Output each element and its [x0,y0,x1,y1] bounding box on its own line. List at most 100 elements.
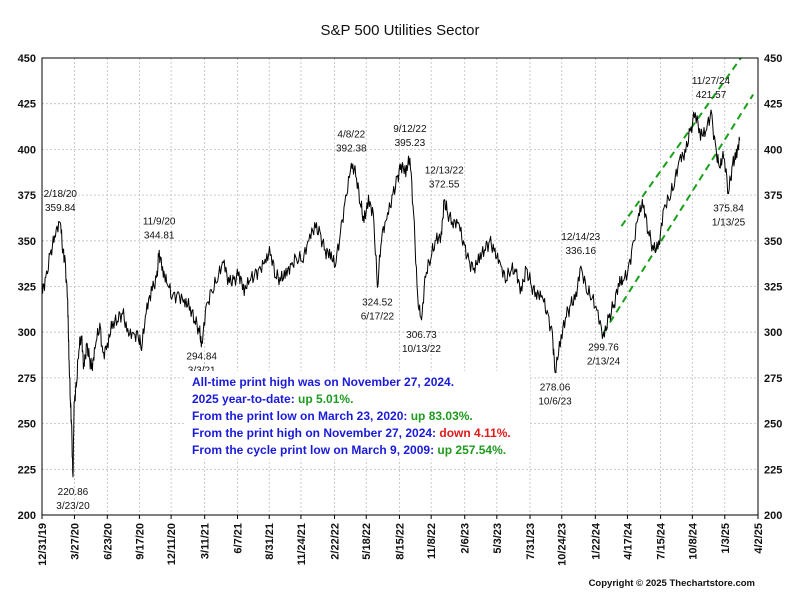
y-tick-label-left: 425 [18,99,36,111]
info-line-segment: up 5.01%. [298,392,353,406]
x-tick-label: 11/8/22 [426,523,438,559]
y-tick-label-left: 225 [18,464,36,476]
x-tick-label: 8/15/22 [394,523,406,560]
info-line: 2025 year-to-date: up 5.01%. [192,392,353,406]
y-tick-label-left: 325 [18,282,36,294]
annotation-date: 12/14/23 [561,232,600,243]
x-tick-label: 6/23/20 [102,523,114,560]
annotation-date: 2/18/20 [44,189,78,200]
info-box-background [186,371,530,459]
y-tick-label-right: 275 [764,373,782,385]
annotation: 375.84 1/13/25 [712,204,746,229]
x-tick-label: 7/31/23 [525,523,537,560]
y-tick-label-left: 300 [18,327,36,339]
annotation: 324.52 6/17/22 [361,297,395,322]
y-tick-label-left: 250 [18,419,36,431]
x-tick-label: 9/17/20 [134,523,146,560]
y-tick-label-right: 325 [764,282,782,294]
y-tick-label-right: 375 [764,190,782,202]
x-axis: 12/31/19 3/27/20 6/23/20 9/17/20 12/11/20 3/1… [37,515,765,566]
x-tick-label: 10/24/23 [557,523,569,566]
annotation: 4/8/22 392.38 [336,129,367,154]
annotation-date: 11/9/20 [143,216,176,227]
info-line-segment: All-time print high was on November 27, … [192,375,454,389]
y-tick-label-right: 300 [764,327,782,339]
price-line [41,109,741,478]
annotation: 220.86 3/23/20 [56,487,90,512]
x-tick-label: 8/31/21 [264,523,276,560]
annotation: 2/18/20 359.84 [44,189,78,214]
x-tick-label: 12/31/19 [37,523,49,566]
annotation-date: 4/8/22 [337,129,365,140]
x-tick-label: 1/22/24 [590,522,602,560]
x-tick-label: 12/11/20 [166,523,178,565]
annotation-value: 344.81 [144,230,175,241]
plot-frame [41,57,759,516]
annotation-value: 421.57 [696,90,727,101]
chart-title: S&P 500 Utilities Sector [321,22,480,39]
grid-lines [41,57,759,516]
x-tick-label: 6/7/21 [233,523,245,554]
annotation: 299.76 2/13/24 [587,343,621,368]
annotation: 11/27/24 421.57 [692,76,731,101]
x-tick-label: 4/17/24 [622,522,634,560]
x-tick-label: 7/15/24 [656,522,668,560]
info-line: All-time print high was on November 27, … [192,375,454,389]
y-axis-left: 200 225 250 275 300 325 350 375 400 425 450 [18,53,36,522]
y-tick-label-right: 350 [764,236,782,248]
y-tick-label-right: 200 [764,510,782,522]
channel-line [620,57,742,227]
info-line-segment: 2025 year-to-date: [192,392,298,406]
channel-line [602,94,754,334]
annotation-value: 299.76 [588,343,619,354]
annotation: 306.73 10/13/22 [402,330,441,355]
y-tick-label-right: 225 [764,464,782,476]
x-tick-label: 4/2/25 [753,523,765,554]
info-line-segment: up 83.03%. [411,409,473,423]
annotation: 9/12/22 395.23 [393,124,427,149]
x-tick-label: 10/8/24 [687,522,699,560]
annotation-date: 10/13/22 [402,344,441,355]
y-tick-label-right: 400 [764,144,782,156]
annotation-value: 278.06 [540,382,571,393]
x-tick-label: 5/18/22 [361,523,373,560]
x-tick-label: 2/22/22 [330,523,342,560]
y-tick-label-right: 450 [764,53,782,65]
info-line-segment: From the print low on March 23, 2020: [192,409,411,423]
y-tick-label-right: 425 [764,99,782,111]
annotation-value: 395.23 [395,138,426,149]
y-axis-right: 200 225 250 275 300 325 350 375 400 425 450 [764,53,782,522]
annotation: 12/13/22 372.55 [425,166,464,191]
annotation-date: 10/6/23 [538,396,572,407]
y-tick-label-left: 275 [18,373,36,385]
annotation-date: 6/17/22 [361,311,395,322]
info-line: From the cycle print low on March 9, 200… [192,443,506,457]
annotation-date: 2/13/24 [587,357,621,368]
annotation-value: 359.84 [45,203,76,214]
info-line-segment: up 257.54%. [437,443,506,457]
annotation-date: 12/13/22 [425,166,464,177]
annotation-date: 11/27/24 [692,76,731,87]
annotation-date: 1/13/25 [712,218,746,229]
annotation-value: 375.84 [713,204,744,215]
info-box: All-time print high was on November 27, … [186,371,530,459]
x-tick-label: 3/27/20 [69,523,81,560]
info-line-segment: From the cycle print low on March 9, 200… [192,443,437,457]
copyright-text: Copyright © 2025 Thechartstore.com [589,578,755,589]
y-tick-label-left: 400 [18,144,36,156]
annotation-date: 9/12/22 [393,124,427,135]
annotation-value: 392.38 [336,143,367,154]
info-line: From the print high on November 27, 2024… [192,426,511,440]
annotation: 11/9/20 344.81 [143,216,176,241]
annotation-value: 306.73 [406,330,437,341]
x-tick-label: 11/24/21 [296,523,308,565]
price-series [41,109,741,478]
annotation-value: 294.84 [186,352,217,363]
annotation-value: 372.55 [429,180,460,191]
x-tick-label: 3/11/21 [200,523,212,559]
info-line: From the print low on March 23, 2020: up… [192,409,473,423]
annotation: 278.06 10/6/23 [538,382,572,407]
trend-channel [602,57,754,334]
annotation-value: 336.16 [565,246,596,257]
